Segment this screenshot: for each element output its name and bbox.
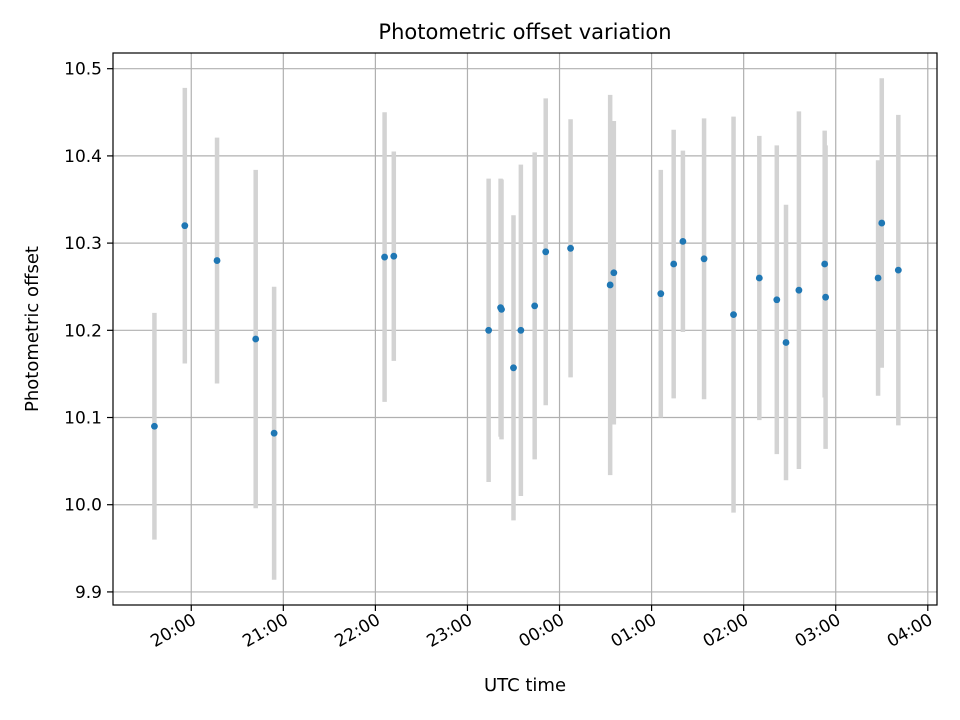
data-point [679,237,687,245]
y-axis-label: Photometric offset [22,246,43,412]
data-point [498,305,505,313]
data-point [773,296,781,304]
data-point [270,429,278,437]
data-point [782,339,790,346]
data-points [151,219,902,437]
data-point [390,252,398,260]
x-tick-label: 00:00 [516,610,568,652]
data-point [606,281,614,289]
data-point [213,257,221,264]
data-point [730,311,737,319]
data-point [485,326,493,334]
data-point [657,290,665,298]
x-tick-label: 02:00 [700,610,752,652]
data-point [700,255,708,263]
data-point [531,302,539,310]
chart-title: Photometric offset variation [378,20,671,44]
data-point [894,266,902,274]
data-point [822,293,829,301]
data-point [252,335,260,343]
data-point [755,274,763,282]
data-point [381,253,388,261]
grid [113,53,937,605]
x-tick-label: 04:00 [884,610,936,652]
data-point [567,244,574,252]
data-point [795,286,803,294]
data-point [878,219,886,227]
x-tick-label: 22:00 [331,610,383,652]
x-tick-label: 23:00 [424,610,476,652]
x-tick-label: 03:00 [792,610,844,652]
y-tick-label: 10.1 [64,409,102,429]
y-tick-label: 9.9 [75,583,102,603]
y-tick-label: 10.3 [64,234,102,254]
y-tick-label: 10.2 [64,321,102,341]
data-point [510,364,517,372]
data-point [821,260,829,268]
data-point [610,269,618,277]
data-point [542,248,550,256]
x-tick-label: 01:00 [608,610,660,652]
plot-frame [112,52,938,606]
data-point [670,260,678,268]
x-tick-label: 20:00 [147,610,199,652]
y-tick-label: 10.5 [64,60,102,80]
y-axis-ticks: 9.9 10.0 10.1 10.2 10.3 10.4 10.5 [64,60,113,603]
x-axis-label: UTC time [484,675,566,696]
x-axis-ticks: 20:00 21:00 22:00 23:00 00:00 01:00 02:00 03:00… [147,605,936,652]
data-point [181,222,189,230]
data-point [151,422,158,430]
y-tick-label: 10.4 [64,147,102,167]
data-point [517,326,525,334]
x-tick-label: 21:00 [239,610,291,652]
y-tick-label: 10.0 [64,496,102,516]
data-point [874,274,882,282]
